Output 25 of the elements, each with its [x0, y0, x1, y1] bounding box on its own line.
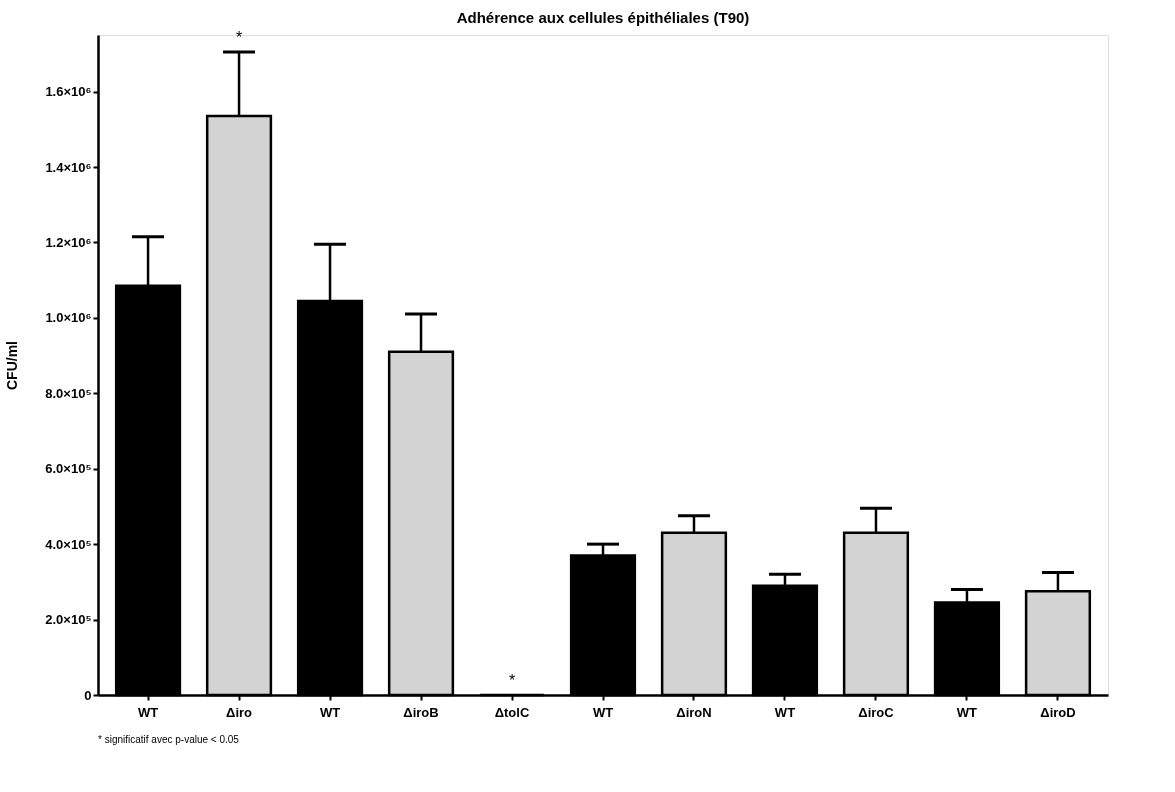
x-tick-label: WT	[774, 704, 796, 720]
y-tick-label: 1.2×10⁶	[45, 234, 92, 250]
x-tick-label: Δiro	[226, 704, 253, 720]
y-axis-title: CFU/ml	[4, 341, 21, 390]
y-tick-label: 6.0×10⁵	[45, 461, 92, 477]
chart-title: Adhérence aux cellules épithéliales (T90)	[456, 8, 750, 26]
y-tick-label: 1.6×10⁶	[45, 84, 92, 100]
x-tick-label: ΔiroN	[676, 704, 712, 720]
y-tick-label: 1.0×10⁶	[45, 310, 92, 326]
y-tick-label: 2.0×10⁵	[45, 612, 92, 628]
x-tick-label: ΔiroB	[403, 704, 439, 720]
y-tick-label: 0	[84, 687, 92, 703]
y-tick-label: 8.0×10⁵	[45, 385, 92, 401]
y-tick-label: 1.4×10⁶	[45, 159, 92, 175]
x-tick-label: ΔiroC	[858, 704, 895, 720]
text: * significatif avec p-value < 0.05	[98, 734, 240, 745]
x-tick-label: ΔtolC	[494, 704, 530, 720]
annotation: *	[508, 672, 516, 689]
x-tick-label: WT	[592, 704, 614, 720]
x-tick-label: WT	[956, 704, 978, 720]
annotation: *	[235, 28, 243, 46]
x-tick-label: WT	[319, 704, 341, 720]
x-tick-label: WT	[137, 704, 159, 720]
x-tick-label: ΔiroD	[1040, 704, 1076, 720]
y-tick-label: 4.0×10⁵	[45, 536, 92, 552]
